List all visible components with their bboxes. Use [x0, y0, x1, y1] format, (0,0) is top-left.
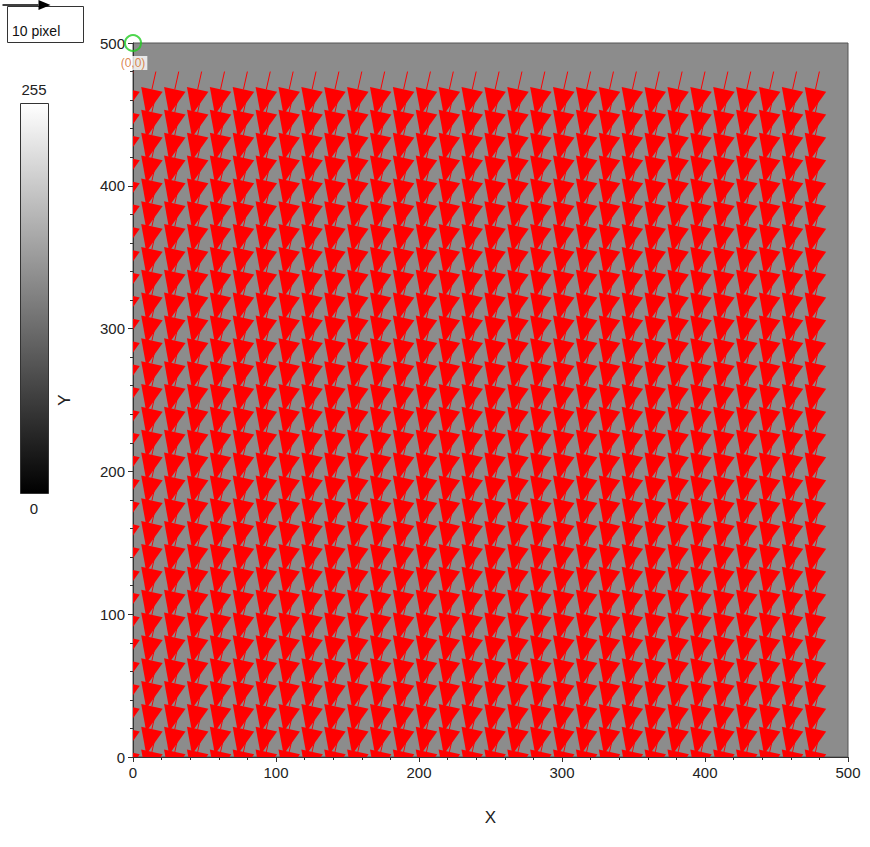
svg-text:255: 255 — [21, 81, 46, 98]
svg-text:400: 400 — [100, 177, 125, 194]
svg-text:0: 0 — [30, 500, 38, 517]
svg-text:(0,0): (0,0) — [121, 56, 146, 70]
svg-text:Y: Y — [55, 394, 74, 405]
svg-text:500: 500 — [100, 35, 125, 52]
svg-text:300: 300 — [100, 320, 125, 337]
svg-text:100: 100 — [263, 764, 288, 781]
svg-text:500: 500 — [835, 764, 860, 781]
svg-text:300: 300 — [549, 764, 574, 781]
svg-text:100: 100 — [100, 606, 125, 623]
svg-text:X: X — [485, 808, 496, 827]
svg-text:0: 0 — [117, 749, 125, 766]
svg-text:10 pixel: 10 pixel — [12, 23, 60, 39]
svg-text:200: 200 — [406, 764, 431, 781]
svg-text:200: 200 — [100, 463, 125, 480]
svg-text:0: 0 — [129, 764, 137, 781]
svg-text:400: 400 — [692, 764, 717, 781]
